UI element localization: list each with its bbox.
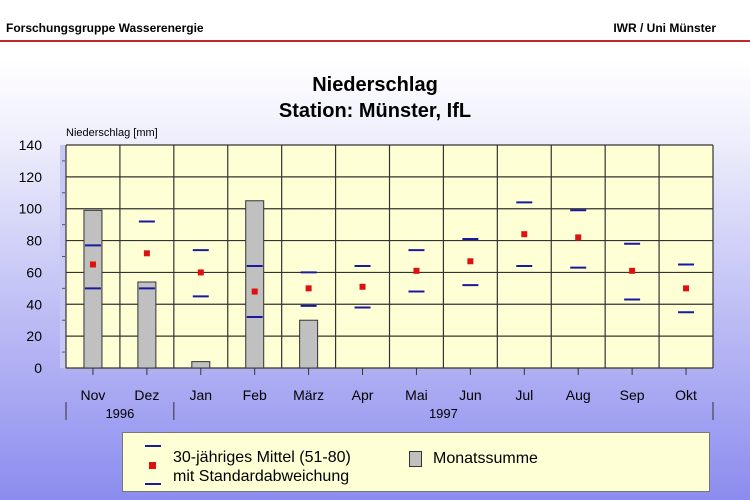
chart: 0 20 40 60 80 100 120 140 Niederschlag [mm] Nov De… <box>19 127 714 421</box>
y-axis-label: Niederschlag [mm] <box>66 127 158 139</box>
x-tick-label: Nov <box>81 387 106 403</box>
y-tick-label: 140 <box>19 137 43 153</box>
mean-marker <box>629 267 636 274</box>
bar-monatssumme <box>137 281 157 369</box>
y-tick-label: 20 <box>26 328 42 344</box>
mean-marker <box>251 288 258 295</box>
x-tick-label: Aug <box>566 387 591 403</box>
mean-marker <box>89 261 96 268</box>
mean-marker <box>467 258 474 265</box>
year-label: 1996 <box>105 406 134 421</box>
x-tick-label: Sep <box>620 387 645 403</box>
mean-marker <box>683 285 690 292</box>
legend-lower-dash-icon <box>145 483 161 485</box>
y-tick-label: 40 <box>26 296 42 312</box>
header-right: IWR / Uni Münster <box>613 21 716 35</box>
x-tick-label: Jun <box>459 387 482 403</box>
x-tick-label: Jul <box>515 387 533 403</box>
x-tick-label: Dez <box>134 387 159 403</box>
legend-mean-marker-icon <box>149 462 156 469</box>
chart-subtitle: Station: Münster, IfL <box>278 100 472 122</box>
mean-marker <box>143 250 150 257</box>
mean-marker <box>413 267 420 274</box>
y-tick-label: 80 <box>26 233 42 249</box>
legend: 30-jähriges Mittel (51-80) mit Standarda… <box>122 432 710 492</box>
mean-marker <box>359 283 366 290</box>
mean-marker <box>197 269 204 276</box>
mean-marker <box>575 234 582 241</box>
chart-title: Niederschlag <box>312 74 438 96</box>
x-tick-label: März <box>293 387 324 403</box>
y-tick-label: 120 <box>19 169 43 185</box>
bar-monatssumme <box>191 361 211 369</box>
header-bar: Forschungsgruppe Wasserenergie IWR / Uni… <box>0 0 750 42</box>
legend-bar-swatch-icon <box>409 451 422 467</box>
x-tick-label: Apr <box>352 387 374 403</box>
y-tick-label: 100 <box>19 201 43 217</box>
bar-monatssumme <box>245 200 265 369</box>
x-tick-label: Mai <box>405 387 428 403</box>
legend-mean-label: 30-jähriges Mittel (51-80) <box>173 449 351 466</box>
legend-std-label: mit Standardabweichung <box>173 468 350 485</box>
year-label: 1997 <box>429 406 458 421</box>
mean-marker <box>305 285 312 292</box>
header-left: Forschungsgruppe Wasserenergie <box>6 21 204 35</box>
x-tick-label: Okt <box>675 387 697 403</box>
x-axis-strip <box>60 368 713 374</box>
legend-upper-dash-icon <box>145 445 161 447</box>
legend-bar-label: Monatssumme <box>433 450 538 467</box>
y-tick-label: 60 <box>26 264 42 280</box>
x-tick-label: Jan <box>190 387 213 403</box>
y-tick-label: 0 <box>34 360 42 376</box>
mean-marker <box>521 231 528 238</box>
x-tick-label: Feb <box>243 387 267 403</box>
bar-monatssumme <box>299 319 319 369</box>
